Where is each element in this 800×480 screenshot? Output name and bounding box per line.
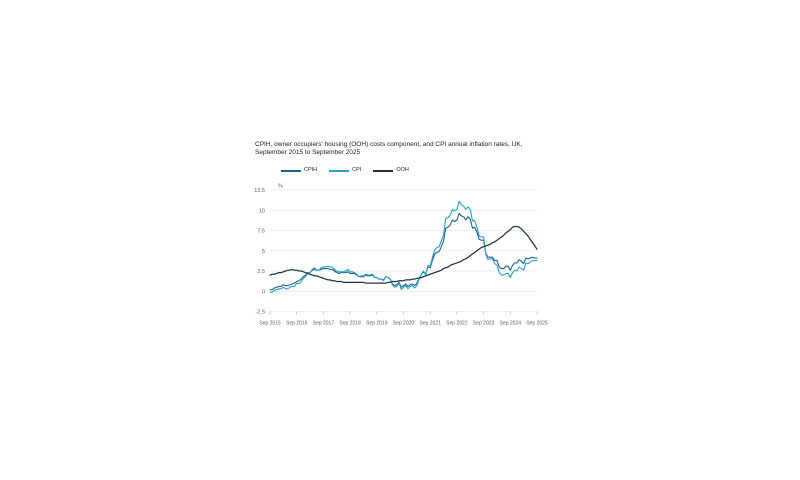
legend-label: OOH [396,167,409,173]
legend-item-ooh: OOH [373,166,409,175]
x-axis-label: Sep 2024 [500,321,522,327]
x-axis-label: Sep 2020 [393,321,415,327]
y-axis-label: 2.5 [257,269,265,275]
x-axis-label: Sep 2016 [286,321,308,327]
legend-swatch-cpih [281,169,301,172]
legend-label: CPI [352,167,362,173]
chart-title: CPIH, owner occupiers' housing (OOH) cos… [255,141,523,156]
x-axis-label: Sep 2019 [366,321,388,327]
x-axis-label: Sep 2018 [339,321,361,327]
x-axis-label: Sep 2023 [473,321,495,327]
legend-swatch-ooh [373,169,394,172]
y-axis-label: 0 [262,289,265,295]
x-axis-label: Sep 2022 [446,321,468,327]
cpi-line [269,200,538,293]
y-axis-label: 5 [262,249,265,255]
y-axis-label: -2.5 [256,310,265,316]
legend-item-cpih: CPIH [281,166,317,175]
chart-legend: CPIH CPI OOH [281,166,409,175]
y-axis-unit-label: % [278,184,283,190]
y-axis-label: 7.5 [257,229,265,235]
legend-swatch-cpi [329,169,350,172]
y-axis-label: 10 [259,208,265,214]
x-axis-label: Sep 2017 [313,321,335,327]
x-axis-label: Sep 2021 [419,321,441,327]
legend-label: CPIH [304,167,318,173]
legend-item-cpi: CPI [329,166,361,175]
y-axis-label: 12.5 [254,188,265,194]
cpih-line [269,212,538,291]
x-axis-label: Sep 2015 [259,321,281,327]
x-axis-label: Sep 2025 [526,321,548,327]
ooh-line [269,225,538,284]
